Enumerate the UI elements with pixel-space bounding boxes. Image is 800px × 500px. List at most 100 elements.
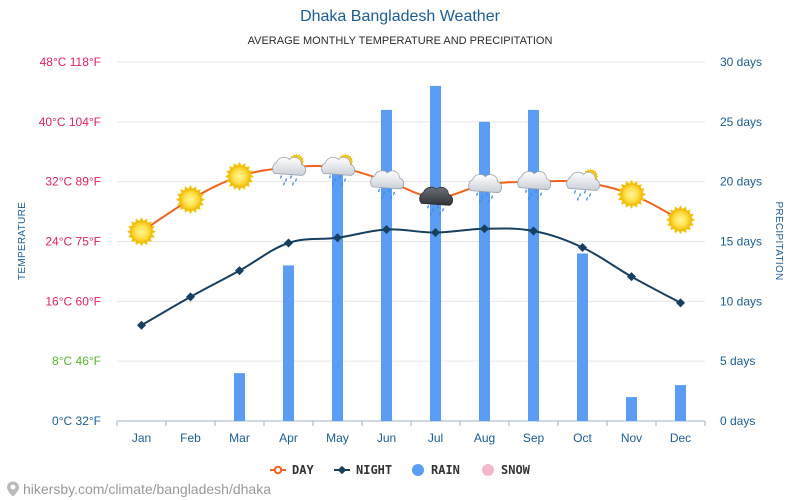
legend-night: NIGHT bbox=[334, 463, 392, 477]
rain-bar bbox=[528, 109, 539, 421]
rain-drop bbox=[534, 189, 538, 193]
sun-disc bbox=[669, 209, 692, 231]
night-point bbox=[234, 266, 245, 276]
night-point bbox=[626, 272, 637, 282]
rain-drop bbox=[294, 178, 298, 182]
sun-icon bbox=[176, 185, 205, 215]
cloud-rain-icon bbox=[517, 171, 552, 200]
rain-bar bbox=[283, 265, 294, 421]
rain-drop bbox=[289, 175, 293, 179]
cloud bbox=[517, 171, 552, 191]
rain-drop bbox=[529, 192, 533, 196]
cloud bbox=[419, 186, 454, 206]
rain-drop bbox=[328, 175, 332, 179]
rain-drop bbox=[331, 182, 335, 186]
x-tick-label: May bbox=[326, 431, 349, 445]
right-tick-label: 25 days bbox=[720, 115, 762, 129]
rain-drop bbox=[478, 199, 482, 203]
rain-drop bbox=[338, 175, 342, 179]
legend-marker bbox=[273, 465, 283, 475]
rain-drop bbox=[480, 195, 484, 199]
cloud bbox=[370, 170, 405, 190]
rain-drop bbox=[429, 212, 433, 216]
sun-cloud-rain-icon bbox=[272, 153, 307, 186]
cloud-rain-icon bbox=[468, 174, 503, 203]
rain-drop bbox=[438, 212, 442, 216]
rain-drop bbox=[279, 175, 283, 179]
rain-drop bbox=[585, 197, 589, 201]
right-axis-title: PRECIPITATION bbox=[773, 201, 784, 280]
left-tick-label: 24°C 75°F bbox=[45, 235, 101, 249]
sun-cloud-rain-icon bbox=[566, 168, 601, 201]
x-tick-label: Mar bbox=[229, 431, 250, 445]
x-tick-label: Feb bbox=[180, 431, 201, 445]
rain-bars bbox=[234, 85, 686, 421]
rain-drop bbox=[431, 208, 435, 212]
rain-drop bbox=[490, 195, 494, 199]
rain-drop bbox=[389, 195, 393, 200]
rain-drop bbox=[426, 205, 430, 209]
sun-icon bbox=[127, 217, 156, 247]
rain-drop bbox=[527, 196, 531, 200]
rain-drop bbox=[291, 182, 295, 186]
sun-icon bbox=[225, 161, 254, 191]
sun-disc bbox=[228, 165, 251, 188]
rain-drop bbox=[539, 192, 543, 196]
x-tick-label: Jul bbox=[428, 431, 443, 445]
sun-disc bbox=[179, 188, 202, 211]
night-point bbox=[675, 298, 686, 308]
cloud bbox=[321, 156, 356, 176]
rain-drop bbox=[536, 196, 540, 200]
right-tick-label: 30 days bbox=[720, 55, 762, 69]
legend-label: RAIN bbox=[431, 463, 460, 477]
x-tick-label: Apr bbox=[279, 431, 298, 445]
night-point bbox=[185, 292, 196, 302]
rain-drop bbox=[284, 178, 288, 182]
x-tick-label: Aug bbox=[474, 431, 495, 445]
rain-drop bbox=[576, 197, 580, 201]
rain-drop bbox=[583, 190, 587, 194]
chart-subtitle: AVERAGE MONTHLY TEMPERATURE AND PRECIPIT… bbox=[247, 35, 553, 47]
x-tick-label: Sep bbox=[523, 431, 545, 445]
rain-bar bbox=[381, 109, 392, 421]
sun-cloud-rain-icon bbox=[321, 153, 356, 186]
rain-drop bbox=[578, 193, 582, 197]
legend-label: DAY bbox=[292, 463, 314, 477]
night-point bbox=[577, 242, 588, 253]
rain-drop bbox=[333, 178, 337, 182]
rain-bar bbox=[675, 385, 686, 421]
cloud bbox=[272, 156, 307, 176]
legend-label: NIGHT bbox=[356, 463, 392, 477]
rain-bar bbox=[332, 169, 343, 421]
night-point bbox=[136, 320, 147, 330]
day-line bbox=[140, 164, 681, 233]
left-tick-label: 40°C 104°F bbox=[39, 115, 101, 129]
right-tick-label: 20 days bbox=[720, 175, 762, 189]
legend-marker bbox=[482, 464, 494, 476]
storm-icon bbox=[419, 186, 454, 216]
left-tick-label: 8°C 46°F bbox=[52, 354, 101, 368]
left-tick-label: 32°C 89°F bbox=[45, 175, 101, 189]
footer-link[interactable]: hikersby.com/climate/bangladesh/dhaka bbox=[6, 481, 271, 497]
rain-drop bbox=[588, 193, 592, 197]
rain-drop bbox=[343, 178, 347, 182]
sun-disc bbox=[620, 183, 643, 206]
right-tick-label: 0 days bbox=[720, 414, 755, 428]
left-tick-label: 0°C 32°F bbox=[52, 414, 101, 428]
x-tick-label: Jan bbox=[132, 431, 151, 445]
right-tick-label: 5 days bbox=[720, 354, 755, 368]
x-tick-label: Oct bbox=[573, 431, 592, 445]
sun-icon bbox=[666, 205, 695, 235]
left-tick-label: 16°C 60°F bbox=[45, 294, 101, 308]
sun-disc bbox=[130, 221, 153, 243]
left-tick-label: 48°C 118°F bbox=[40, 55, 101, 69]
legend: DAY NIGHT RAIN SNOW bbox=[270, 463, 531, 477]
right-tick-label: 15 days bbox=[720, 235, 762, 249]
rain-drop bbox=[485, 192, 489, 196]
right-tick-label: 10 days bbox=[720, 294, 762, 308]
footer-text: hikersby.com/climate/bangladesh/dhaka bbox=[23, 481, 271, 497]
rain-drop bbox=[436, 205, 440, 209]
gridlines bbox=[116, 61, 706, 426]
x-tick-label: Nov bbox=[621, 431, 642, 445]
left-axis-title: TEMPERATURE bbox=[17, 202, 28, 280]
